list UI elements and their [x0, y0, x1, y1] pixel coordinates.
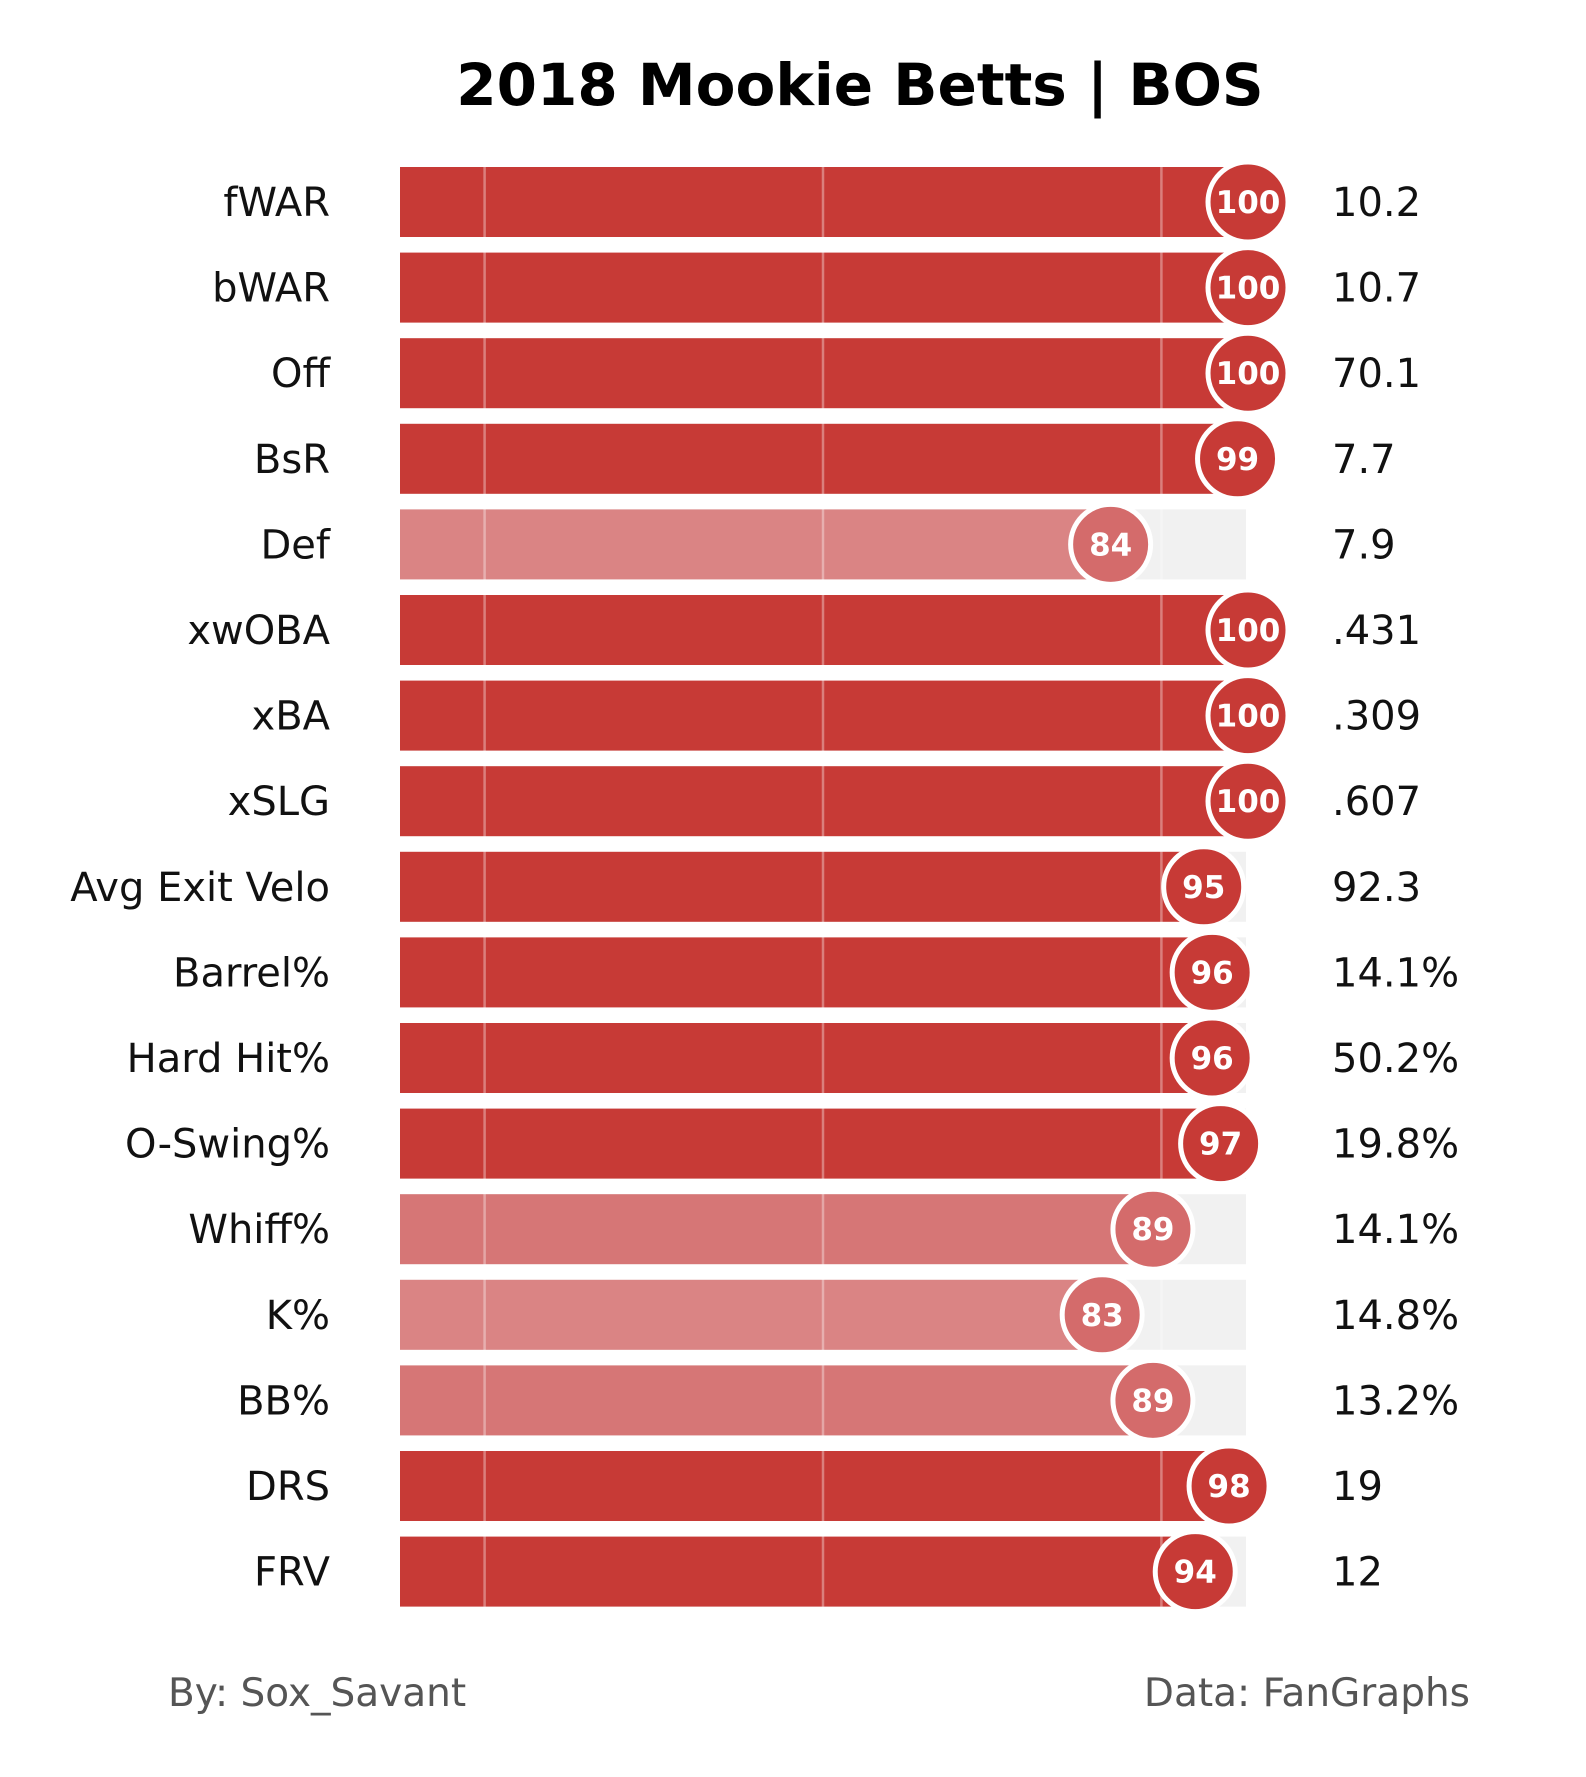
percentile-label: 84 — [1089, 527, 1132, 563]
percentile-bar — [400, 509, 1111, 580]
percentile-label: 100 — [1216, 699, 1281, 735]
percentile-label: 100 — [1216, 613, 1281, 649]
row-label: DRS — [246, 1464, 330, 1510]
percentile-marker — [1178, 1101, 1264, 1187]
stat-value: 19.8% — [1332, 1122, 1459, 1168]
percentile-marker — [1169, 929, 1255, 1015]
rows-layer: fWAR 10.2 bWAR 10.7 Off 70.1 BsR 7.7 Def 7.9 xwOBA… — [70, 167, 1459, 1607]
row-label: Whiff% — [188, 1207, 330, 1253]
row-label: xwOBA — [187, 608, 330, 654]
percentile-label: 83 — [1081, 1298, 1124, 1334]
percentile-bar — [400, 1194, 1153, 1265]
percentile-label: 98 — [1208, 1469, 1251, 1505]
percentile-marker — [1110, 1357, 1196, 1443]
percentile-bar — [400, 1279, 1103, 1350]
percentile-marker — [1161, 844, 1247, 930]
row-label: Avg Exit Velo — [70, 865, 330, 911]
percentile-marker — [1110, 1186, 1196, 1272]
percentile-bar — [400, 1365, 1153, 1436]
stat-value: 14.8% — [1332, 1293, 1459, 1339]
percentile-label: 89 — [1131, 1383, 1174, 1419]
percentile-label: 96 — [1191, 1041, 1234, 1077]
footer-credit: By: Sox_Savant — [168, 1671, 466, 1716]
footer-source: Data: FanGraphs — [1144, 1671, 1470, 1716]
percentile-label: 96 — [1191, 955, 1234, 991]
percentile-bar — [400, 1023, 1213, 1093]
stat-value: 14.1% — [1332, 1207, 1459, 1253]
stat-value: .431 — [1332, 608, 1421, 654]
percentile-label: 100 — [1216, 784, 1281, 820]
percentile-bar — [400, 680, 1246, 751]
percentile-label: 89 — [1131, 1212, 1174, 1248]
row-label: fWAR — [223, 180, 330, 226]
chart-title: 2018 Mookie Betts | BOS — [456, 51, 1263, 119]
percentile-bar — [400, 338, 1246, 409]
percentile-marker — [1068, 501, 1154, 587]
percentile-marker — [1205, 245, 1291, 331]
percentile-bar — [400, 1451, 1230, 1521]
percentile-bar — [400, 252, 1246, 323]
row-label: BsR — [254, 437, 330, 483]
percentile-marker — [1059, 1272, 1145, 1358]
stat-value: 70.1 — [1332, 351, 1421, 397]
row-label: Off — [271, 351, 331, 397]
stat-value: .607 — [1332, 779, 1421, 825]
marker-layer: 100 100 100 99 84 100 100 100 95 96 96 97 89 83 89 98 94 — [1059, 159, 1291, 1615]
percentile-label: 95 — [1182, 870, 1225, 906]
percentile-marker — [1186, 1443, 1272, 1529]
row-label: FRV — [254, 1550, 331, 1596]
percentile-bar — [400, 595, 1246, 665]
percentile-label: 99 — [1216, 442, 1259, 478]
stat-value: 92.3 — [1332, 865, 1421, 911]
stat-value: 7.7 — [1332, 437, 1396, 483]
row-label: O-Swing% — [125, 1122, 330, 1168]
row-label: K% — [266, 1293, 330, 1339]
percentile-bar — [400, 766, 1246, 837]
percentile-marker — [1205, 673, 1291, 759]
row-label: Barrel% — [173, 950, 330, 996]
percentile-label: 94 — [1174, 1555, 1217, 1591]
stat-value: 10.2 — [1332, 180, 1421, 226]
percentile-label: 100 — [1216, 356, 1281, 392]
percentile-marker — [1205, 330, 1291, 416]
percentile-bar — [400, 851, 1204, 922]
stat-value: 14.1% — [1332, 950, 1459, 996]
row-label: bWAR — [212, 266, 330, 312]
row-label: xBA — [252, 694, 331, 740]
row-label: BB% — [237, 1378, 330, 1424]
percentile-marker — [1195, 416, 1281, 502]
percentile-label: 97 — [1199, 1127, 1242, 1163]
percentile-bar — [400, 423, 1238, 494]
percentile-bar — [400, 1536, 1196, 1607]
stat-value: 19 — [1332, 1464, 1383, 1510]
row-label: xSLG — [228, 779, 330, 825]
row-label: Def — [261, 522, 331, 568]
stat-value: 13.2% — [1332, 1378, 1459, 1424]
percentile-bar — [400, 167, 1246, 237]
percentile-bar — [400, 1108, 1221, 1179]
percentile-label: 100 — [1216, 185, 1281, 221]
percentile-marker — [1205, 159, 1291, 245]
percentile-marker — [1152, 1529, 1238, 1615]
percentile-marker — [1169, 1015, 1255, 1101]
stat-value: 12 — [1332, 1550, 1383, 1596]
percentile-marker — [1205, 758, 1291, 844]
percentile-marker — [1205, 587, 1291, 673]
stat-value: 50.2% — [1332, 1036, 1459, 1082]
stat-value: .309 — [1332, 694, 1421, 740]
stat-value: 10.7 — [1332, 266, 1421, 312]
row-label: Hard Hit% — [127, 1036, 330, 1082]
percentile-bar — [400, 937, 1213, 1008]
percentile-label: 100 — [1216, 271, 1281, 307]
stat-value: 7.9 — [1332, 522, 1396, 568]
